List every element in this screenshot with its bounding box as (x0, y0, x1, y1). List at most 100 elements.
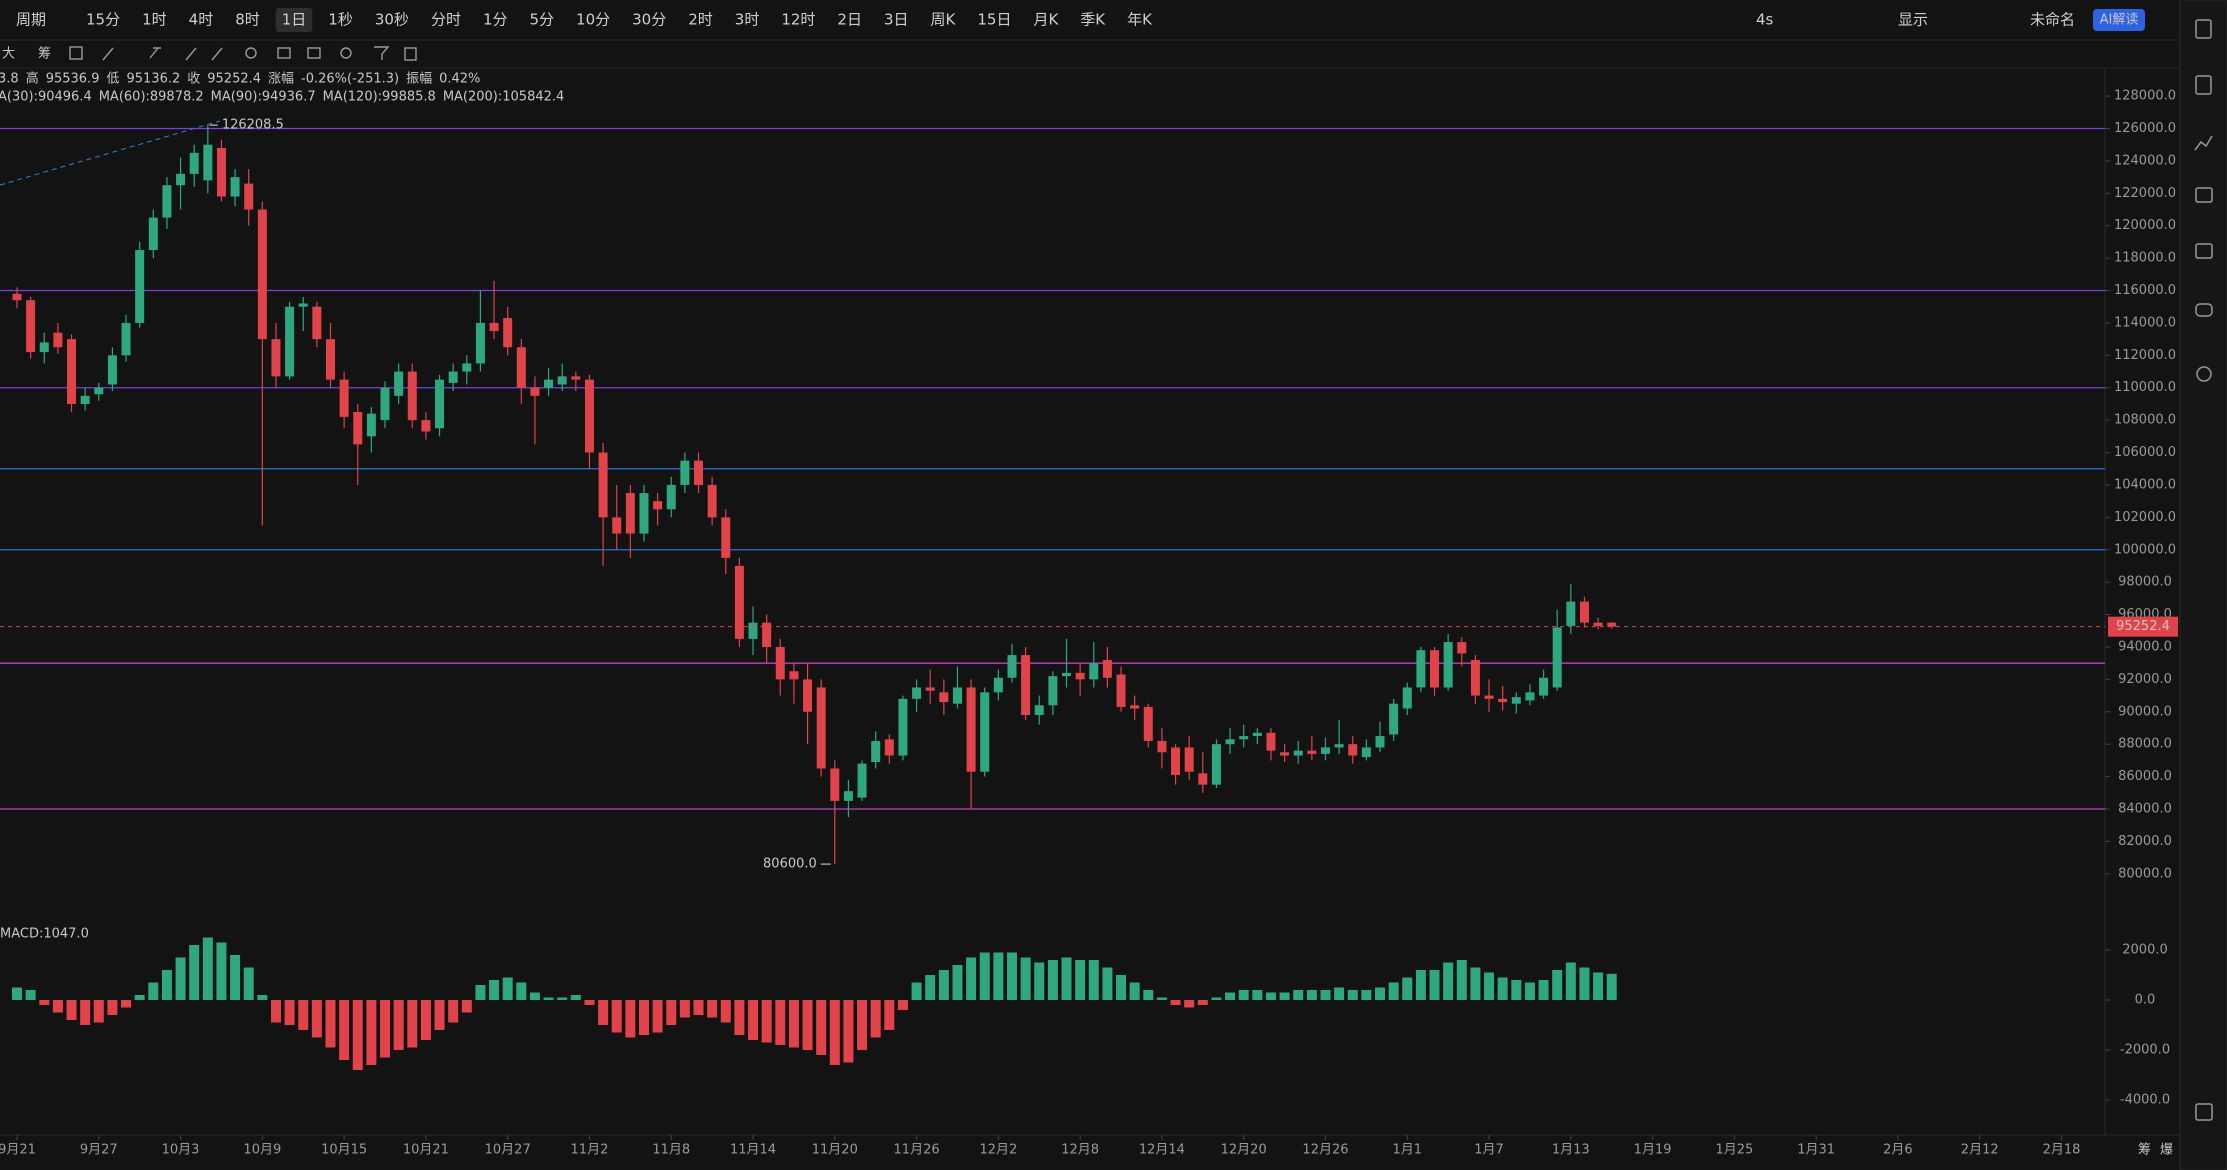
candle-body (1075, 672, 1085, 680)
period-button[interactable]: 分时 (431, 11, 461, 29)
candle-body (584, 379, 594, 453)
corner-button[interactable]: 筹 (2138, 1142, 2151, 1158)
candle-body (1566, 601, 1576, 626)
icon[interactable] (2194, 135, 2213, 151)
tool[interactable] (404, 47, 417, 61)
macd-bar (775, 1000, 786, 1045)
icon[interactable] (2195, 19, 2212, 39)
y-tick-label: 94000.0 (2118, 639, 2172, 654)
candle-body (339, 379, 349, 417)
candle-body (394, 371, 404, 396)
x-tick-label: 2月18 (2043, 1143, 2081, 1158)
macd-bar (1116, 975, 1127, 1000)
icon[interactable] (2195, 303, 2213, 317)
toolbar-option[interactable]: 4s (1756, 11, 1774, 29)
period-button[interactable]: 3日 (884, 11, 909, 29)
period-button[interactable]: 2时 (688, 11, 713, 29)
period-button[interactable]: 5分 (530, 11, 555, 29)
macd-bar (257, 995, 268, 1000)
tool[interactable] (149, 47, 161, 59)
y-tick-label: 100000.0 (2114, 542, 2176, 557)
row2-button[interactable]: 大 (2, 47, 15, 62)
period-button[interactable]: 3时 (735, 11, 760, 29)
tool[interactable] (69, 46, 83, 60)
macd-bar (1279, 992, 1290, 1000)
candle-body (1334, 744, 1344, 748)
macd-bar (66, 1000, 77, 1020)
period-button[interactable]: 周K (931, 11, 957, 29)
info-item: 3.8 (0, 72, 19, 87)
tool[interactable] (307, 47, 321, 59)
period-button[interactable]: 15日 (977, 11, 1011, 29)
period-button[interactable]: 8时 (235, 11, 260, 29)
period-button[interactable]: 2日 (837, 11, 862, 29)
macd-bar (1006, 952, 1017, 1000)
candle-body (12, 293, 22, 301)
tool[interactable] (374, 46, 390, 60)
period-button[interactable]: 1秒 (328, 11, 353, 29)
tool[interactable] (245, 47, 257, 59)
x-tick-label: 11月14 (730, 1143, 776, 1158)
period-button[interactable]: 1分 (483, 11, 508, 29)
ai-button-bg[interactable] (2093, 9, 2145, 31)
y-tick-label: 104000.0 (2114, 477, 2176, 492)
icon[interactable] (2196, 366, 2212, 382)
y-tick-label: 118000.0 (2114, 251, 2176, 266)
info-item: A(30):90496.4 (0, 90, 92, 105)
period-button[interactable]: 15分 (86, 11, 120, 29)
y-tick-label: 120000.0 (2114, 218, 2176, 233)
macd-bar (230, 955, 241, 1000)
macd-bar (788, 1000, 799, 1048)
macd-bar (216, 942, 227, 1000)
candle-body (1375, 736, 1385, 748)
tool[interactable] (211, 47, 223, 61)
toolbar-option[interactable]: 显示 (1898, 11, 1928, 29)
period-button[interactable]: 4时 (189, 11, 214, 29)
y-tick-label: 0.0 (2135, 993, 2156, 1008)
candle-body (1062, 672, 1072, 677)
toolbar-option[interactable]: 未命名 (2030, 11, 2075, 29)
candle-body (162, 185, 172, 218)
candle-body (380, 387, 390, 421)
macd-bar (1225, 992, 1236, 1000)
macd-bar (857, 1000, 868, 1050)
period-button[interactable]: 周期 (16, 11, 46, 29)
corner-button[interactable]: 爆 (2160, 1143, 2173, 1158)
macd-bar (434, 1000, 445, 1030)
candle-body (598, 452, 608, 518)
ai-button[interactable]: AI解读 (2100, 13, 2139, 28)
macd-bar (284, 1000, 295, 1025)
trend-line (0, 120, 221, 186)
macd-bar (693, 1000, 704, 1015)
period-button[interactable]: 10分 (576, 11, 610, 29)
macd-bar (1565, 962, 1576, 1000)
macd-bar (1197, 1000, 1208, 1005)
period-button[interactable]: 1日 (282, 11, 307, 29)
icon[interactable] (2195, 75, 2212, 95)
icon[interactable] (2195, 1103, 2213, 1121)
candle-body (1198, 773, 1208, 785)
period-button[interactable]: 月K (1033, 11, 1059, 29)
candle-body (1252, 732, 1262, 737)
tool[interactable] (277, 47, 291, 59)
candle-body (26, 300, 36, 353)
icon[interactable] (2195, 187, 2213, 203)
tool[interactable] (340, 47, 352, 59)
period-button[interactable]: 季K (1080, 11, 1106, 29)
icon[interactable] (2195, 243, 2213, 259)
period-button[interactable]: 1时 (142, 11, 167, 29)
macd-bar (1034, 962, 1045, 1000)
period-button[interactable]: 年K (1127, 11, 1153, 29)
tool[interactable] (185, 47, 197, 61)
period-button[interactable]: 12时 (781, 11, 815, 29)
period-button[interactable]: 30秒 (375, 11, 409, 29)
row2-button[interactable]: 筹 (38, 46, 51, 62)
info-item: 95252.4 (207, 72, 261, 87)
candle-body (912, 687, 922, 699)
macd-bar (121, 1000, 132, 1008)
candle-body (721, 517, 731, 558)
candle-body (898, 698, 908, 756)
x-tick-label: 11月8 (652, 1143, 690, 1158)
tool[interactable] (102, 47, 114, 61)
period-button[interactable]: 30分 (632, 11, 666, 29)
